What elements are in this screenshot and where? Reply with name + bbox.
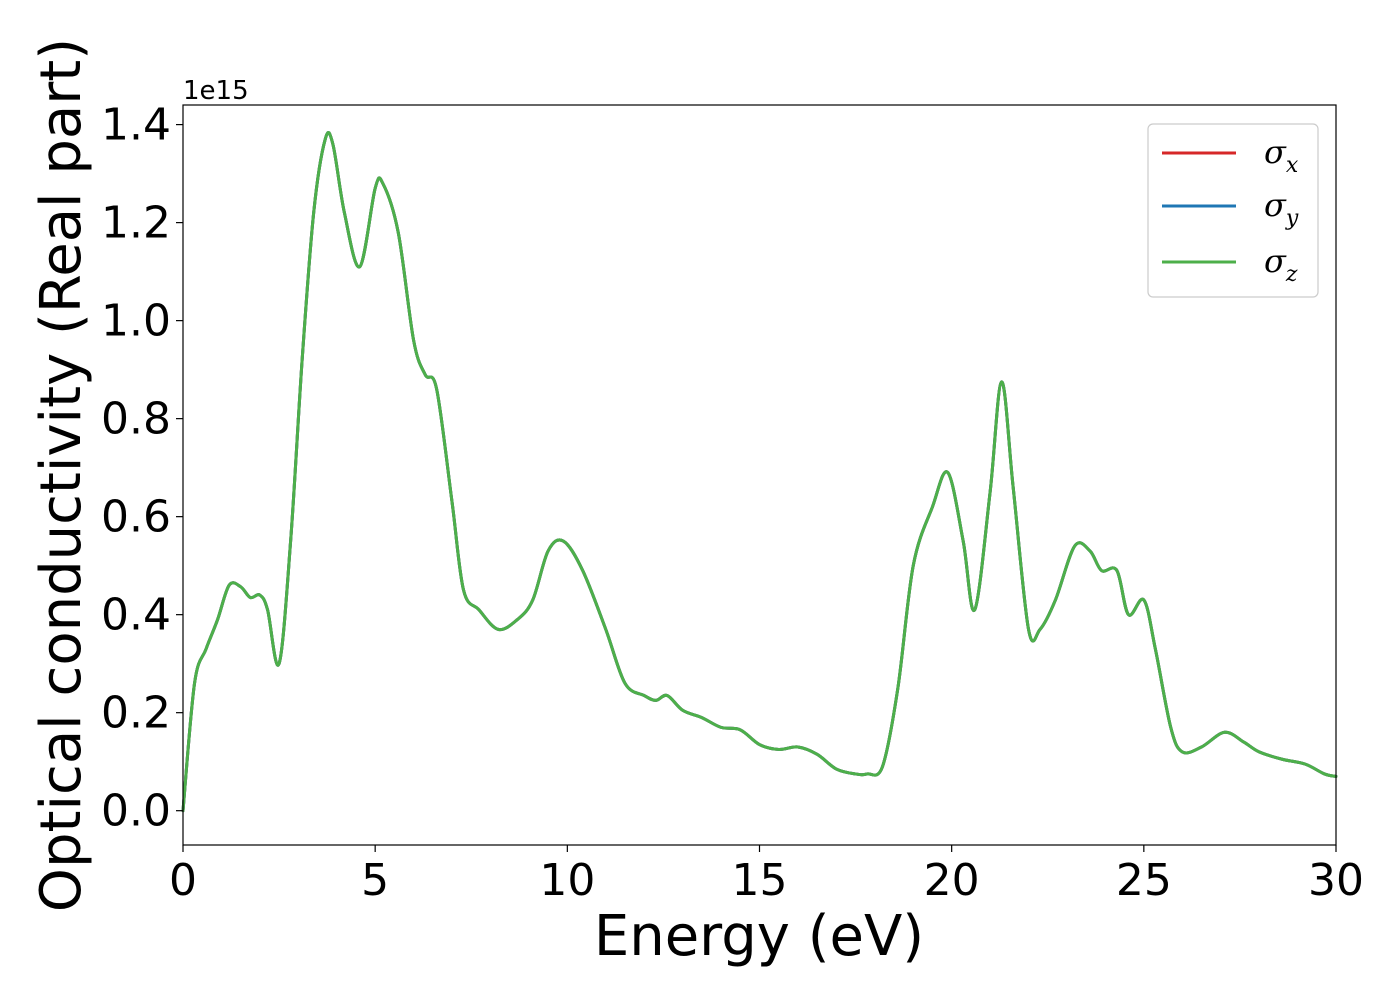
y-tick-label: 0.6 [101, 492, 171, 543]
y-tick-label: 1.2 [101, 198, 171, 249]
x-tick-label: 20 [924, 855, 980, 906]
x-tick-label: 5 [361, 855, 389, 906]
y-tick-label: 0.2 [101, 688, 171, 739]
y-tick-label: 0.8 [101, 394, 171, 445]
y-tick-label: 1.4 [101, 100, 171, 151]
y-tick-label: 0.0 [101, 786, 171, 837]
x-tick-label: 25 [1116, 855, 1172, 906]
series-line-z [181, 131, 1338, 813]
legend-box [1147, 123, 1319, 298]
y-axis-label: Optical conductivity (Real part) [29, 38, 94, 912]
x-axis-label: Energy (eV) [594, 904, 924, 969]
y-tick-label: 1.0 [101, 296, 171, 347]
x-tick-label: 10 [539, 855, 595, 906]
x-tick-label: 0 [169, 855, 197, 906]
series-layer [181, 131, 1338, 813]
y-axis-ticks: 0.0 0.2 0.4 0.6 0.8 1.0 1.2 1.4 [101, 100, 183, 837]
x-tick-label: 15 [732, 855, 788, 906]
y-tick-label: 0.4 [101, 590, 171, 641]
x-tick-label: 30 [1308, 855, 1364, 906]
x-axis-ticks: 0 5 10 15 20 25 30 [169, 845, 1364, 906]
y-offset-text: 1e15 [183, 76, 249, 106]
